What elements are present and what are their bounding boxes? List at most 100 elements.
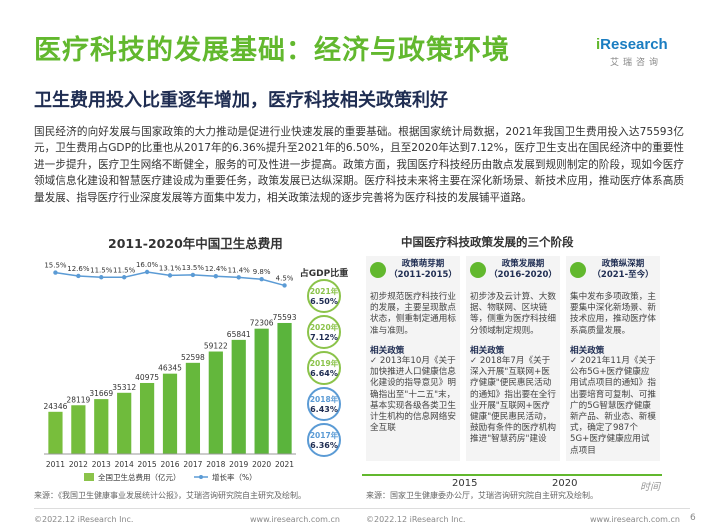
intro-paragraph: 国民经济的向好发展与国家政策的大力推动是促进行业快速发展的重要基础。根据国家统计… [34,126,684,204]
gdp-ratio-year: 2018年 [310,394,339,404]
page-title: 医疗科技的发展基础：经济与政策环境 [34,35,510,66]
growth-label: 11.5% [113,266,136,274]
x-tick-label: 2019 [229,460,248,469]
bar-value-label: 24346 [44,402,68,411]
stage-policy: ✓ 2021年11月《关于公布5G+医疗健康应用试点项目的通知》指出要培育可复制… [570,356,656,456]
gdp-ratio-value: 7.12% [310,333,338,342]
bar-value-label: 59122 [204,342,228,351]
footer-url-right: www.iresearch.com.cn [590,515,680,524]
bar-value-label: 35312 [112,383,136,392]
stage-policy-label: 相关政策 [470,346,505,356]
legend-line-marker [199,475,203,479]
bar-value-label: 65841 [227,330,251,339]
footer-copyright-right: ©2022.12 iResearch Inc. [366,515,466,524]
gdp-ratio-year: 2020年 [310,322,339,332]
x-tick-label: 2011 [46,460,65,469]
x-tick-label: 2021 [275,460,294,469]
growth-point [190,272,196,278]
stage-name: 政策萌芽期 （2011-2015） [389,259,457,280]
stage-policy: ✓ 2018年7月《关于深入开展"互联网+医疗健康"便民惠民活动的通知》指出要在… [470,356,556,445]
gdp-ratio-year: 2021年 [310,286,339,296]
growth-point [236,275,241,280]
stage-card-3: 政策纵深期 （2021-至今） 集中发布多项政策，主要集中深化新场景、新技术应用，… [566,256,660,461]
left-chart-title: 2011-2020年中国卫生总费用 [108,236,283,251]
x-tick-label: 2012 [69,460,88,469]
bar [71,405,86,454]
bar [48,411,63,454]
timeline-label: 时间 [640,482,660,493]
bar-value-label: 28119 [66,395,90,404]
stage-description: 集中发布多项政策，主要集中深化新场景、新技术应用，推动医疗体系高质量发展。 [570,292,656,336]
stage-description: 初步涉及云计算、大数据、物联网、区块链等，侧重为医疗科技细分领域制定规则。 [470,292,556,336]
bar-value-label: 52598 [181,353,205,362]
growth-label: 12.4% [205,265,228,273]
bar [208,351,223,454]
x-tick-label: 2018 [206,460,225,469]
stage-description: 初步规范医疗科技行业的发展，主要呈现散点状态，侧重制定通用标准与准则。 [370,292,456,336]
logo-subtext: 艾瑞咨询 [610,58,663,68]
iresearch-logo: iResearch 艾瑞咨询 [596,36,676,76]
gdp-ratio-circle [307,315,341,349]
growth-point [282,283,287,288]
bar-value-label: 31669 [89,389,113,398]
growth-label: 9.8% [253,268,271,276]
bar [231,339,246,454]
stage-card-1: 政策萌芽期 （2011-2015） 初步规范医疗科技行业的发展，主要呈现散点状态，… [366,256,460,461]
bar [139,382,155,454]
x-tick-label: 2014 [115,460,134,469]
timeline-axis [362,474,662,476]
growth-label: 11.4% [228,266,251,274]
stage-policy-label: 相关政策 [570,346,605,356]
footer-copyright-left: ©2022.12 iResearch Inc. [34,515,134,524]
growth-point [76,273,81,279]
stage-dot [570,262,586,278]
x-tick-label: 2013 [92,460,111,469]
growth-point [99,275,104,280]
gdp-ratio-value: 6.50% [310,297,338,306]
gdp-ratio-year: 2017年 [310,430,339,440]
bar [254,328,269,454]
stage-name: 政策发展期 （2016-2020） [489,259,557,280]
right-chart-title: 中国医疗科技政策发展的三个阶段 [401,235,574,249]
growth-label: 12.6% [67,265,90,273]
legend-line-label: 增长率（%） [212,472,257,482]
gdp-ratio-circle [307,423,341,457]
gdp-ratio-value: 6.43% [310,405,338,414]
stage-name: 政策纵深期 （2021-至今） [592,259,654,280]
growth-point [167,273,173,278]
footer-url-left: www.iresearch.com.cn [250,515,340,524]
page-number: 6 [690,513,696,523]
gdp-ratio-year: 2019年 [310,358,339,368]
growth-point [213,274,219,279]
x-tick-label: 2017 [183,460,202,469]
legend-bar-label: 全国卫生总费用（亿元） [98,472,181,482]
timeline-year-2015: 2015 [452,478,478,489]
x-tick-label: 2020 [252,460,271,469]
page-subtitle: 卫生费用投入比重逐年增加，医疗科技相关政策利好 [34,90,448,111]
bar [94,399,109,454]
x-tick-label: 2015 [138,460,157,469]
bar [117,392,132,454]
bar-value-label: 40975 [135,373,159,382]
source-right: 来源：国家卫生健康委办公厅，艾瑞咨询研究院自主研究及绘制。 [366,491,598,500]
bar [185,362,201,454]
legend-bar-swatch [84,473,94,481]
source-left: 来源：《我国卫生健康事业发展统计公报》，艾瑞咨询研究院自主研究及绘制。 [34,491,306,500]
gdp-ratio-circle [307,351,341,385]
footer-divider [34,508,690,509]
growth-label: 13.1% [159,264,182,272]
health-expenditure-chart: 24346 2011 28119 2012 31669 2013 35312 2014 4097… [44,261,349,482]
growth-point [144,269,150,275]
bar-value-label: 46345 [158,364,182,373]
gdp-ratio-circle [307,387,341,421]
timeline-year-2020: 2020 [552,478,578,489]
stage-card-2: 政策发展期 （2016-2020） 初步涉及云计算、大数据、物联网、区块链等，侧重… [466,256,560,461]
gdp-ratio-circle [307,279,341,313]
growth-label: 16.0% [136,261,159,269]
bar-value-label: 72306 [250,319,274,328]
gdp-ratio-value: 6.36% [310,441,338,450]
bar [277,322,292,454]
growth-label: 15.5% [44,262,67,270]
stage-policy-label: 相关政策 [370,346,405,356]
growth-label: 4.5% [276,274,294,282]
